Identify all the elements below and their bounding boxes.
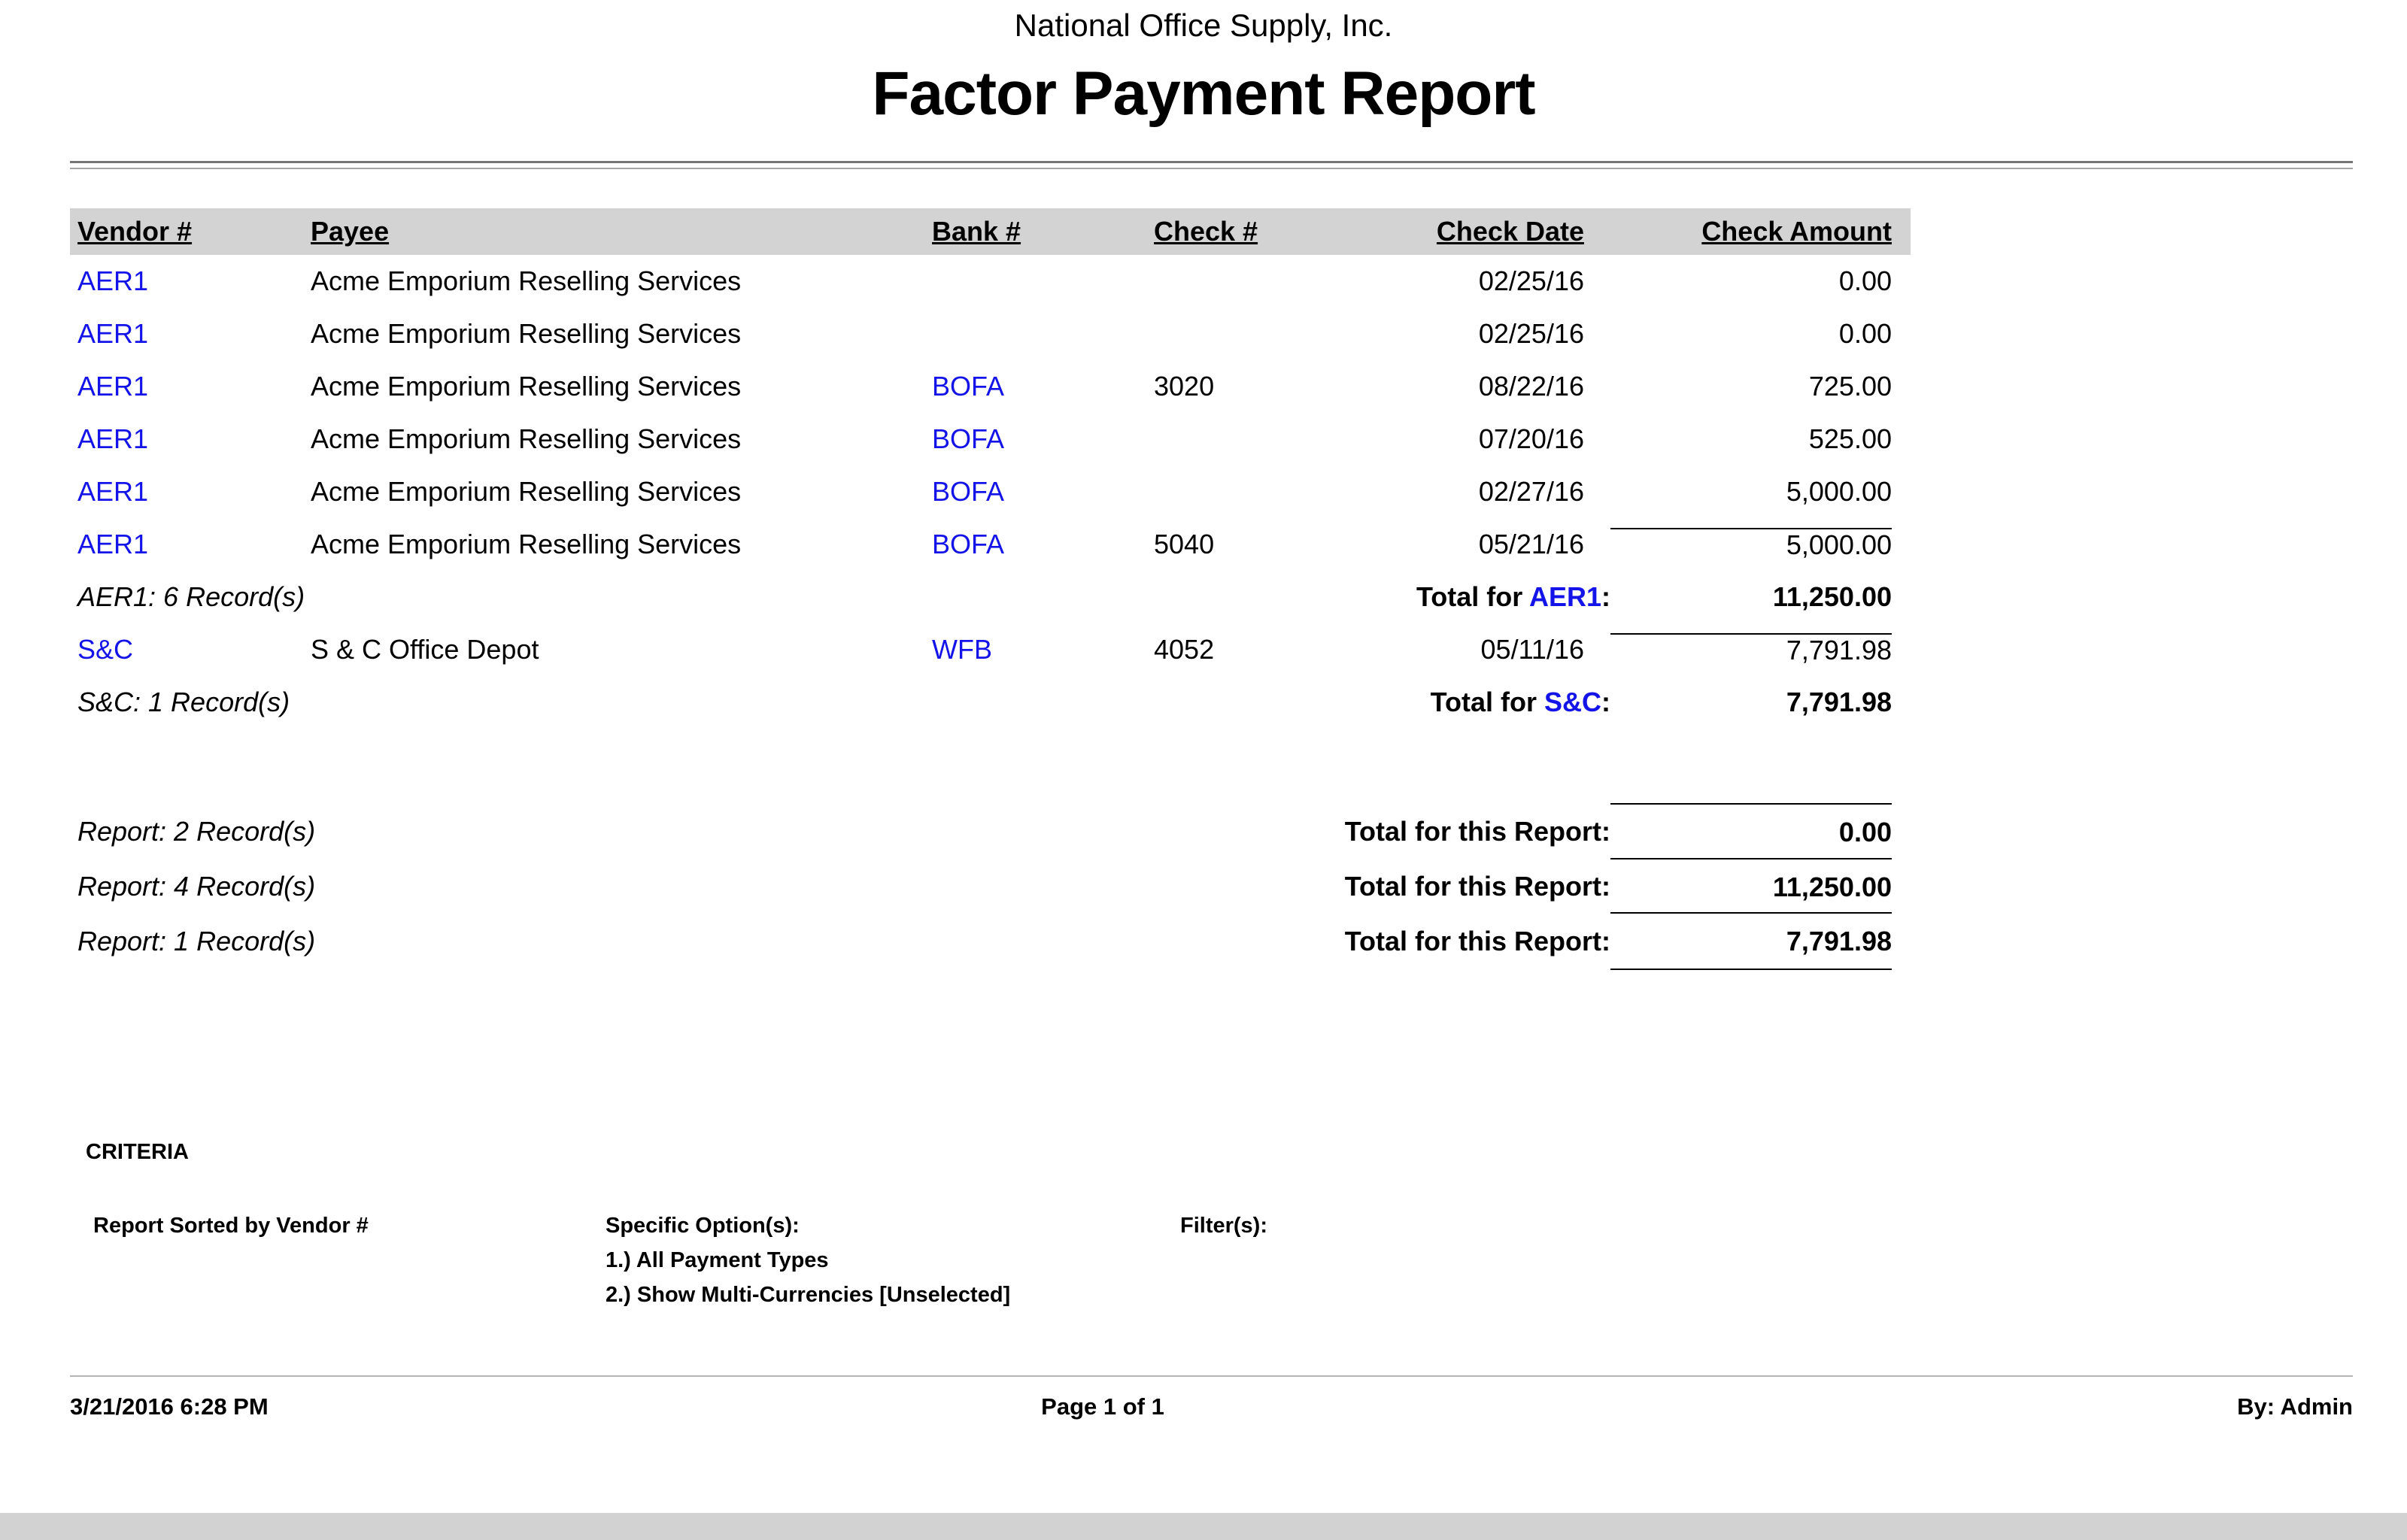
group-total-label: Total for AER1: <box>932 581 1610 613</box>
group-summary-row: AER1: 6 Record(s) Total for AER1: 11,250… <box>70 571 1911 623</box>
bank-code-link[interactable]: BOFA <box>932 476 1005 507</box>
report-total-row: Report: 2 Record(s) Total for this Repor… <box>70 803 1911 859</box>
check-amount: 725.00 <box>1808 371 1892 402</box>
bank-code-link[interactable]: WFB <box>932 634 992 665</box>
table-row: AER1 Acme Emporium Reselling Services BO… <box>70 360 1911 413</box>
check-date: 02/25/16 <box>1478 265 1584 296</box>
report-record-count: Report: 2 Record(s) <box>77 815 316 847</box>
table-row: AER1 Acme Emporium Reselling Services BO… <box>70 465 1911 518</box>
vendor-code-link[interactable]: AER1 <box>77 476 149 507</box>
report-record-count: Report: 4 Record(s) <box>77 870 316 902</box>
check-date: 02/25/16 <box>1478 318 1584 349</box>
report-total-amount: 7,791.98 <box>1610 912 1892 970</box>
footer-page-number: Page 1 of 1 <box>1041 1393 1164 1420</box>
company-name: National Office Supply, Inc. <box>1014 8 1393 43</box>
report-total-label: Total for this Report: <box>1344 870 1610 902</box>
total-for-text: Total for <box>1416 581 1529 612</box>
table-row: AER1 Acme Emporium Reselling Services BO… <box>70 413 1911 465</box>
header-payee: Payee <box>311 216 390 247</box>
report-total-amount: 11,250.00 <box>1610 858 1892 914</box>
check-amount: 525.00 <box>1808 423 1892 454</box>
group-total-label: Total for S&C: <box>932 687 1610 718</box>
check-amount: 5,000.00 <box>1610 528 1892 561</box>
header-bank: Bank # <box>932 216 1021 247</box>
criteria-option: 2.) Show Multi-Currencies [Unselected] <box>606 1283 1011 1307</box>
vendor-code-link[interactable]: AER1 <box>77 318 149 349</box>
check-amount: 0.00 <box>1838 265 1892 296</box>
report-total-amount: 0.00 <box>1610 803 1892 859</box>
criteria-sorted-by: Report Sorted by Vendor # <box>93 1214 369 1238</box>
criteria-option: 1.) All Payment Types <box>606 1248 829 1272</box>
criteria-options-label: Specific Option(s): <box>606 1214 800 1238</box>
check-amount: 7,791.98 <box>1610 633 1892 666</box>
criteria-filters-label: Filter(s): <box>1180 1214 1267 1238</box>
check-number: 3020 <box>1154 371 1215 402</box>
footer-by-user: By: Admin <box>2237 1393 2353 1420</box>
report-totals-section: Report: 2 Record(s) Total for this Repor… <box>70 803 1911 970</box>
report-table: Vendor # Payee Bank # Check # Check Date… <box>70 208 1911 970</box>
footer-datetime: 3/21/2016 6:28 PM <box>70 1393 269 1420</box>
report-total-label: Total for this Report: <box>1344 925 1610 956</box>
header-vendor: Vendor # <box>77 216 193 247</box>
table-header-row: Vendor # Payee Bank # Check # Check Date… <box>70 208 1911 255</box>
report-total-label: Total for this Report: <box>1344 815 1610 847</box>
check-date: 05/21/16 <box>1478 529 1584 559</box>
group-vendor-link[interactable]: AER1 <box>1528 581 1601 612</box>
table-row: AER1 Acme Emporium Reselling Services 02… <box>70 308 1911 360</box>
total-colon: : <box>1601 687 1610 717</box>
header-amount: Check Amount <box>1701 216 1892 247</box>
vendor-code-link[interactable]: AER1 <box>77 265 149 296</box>
check-number: 4052 <box>1154 634 1215 665</box>
group-total-amount: 7,791.98 <box>1786 687 1892 717</box>
footer: 3/21/2016 6:28 PM Page 1 of 1 By: Admin <box>70 1393 2353 1420</box>
total-for-text: Total for <box>1430 687 1544 717</box>
check-amount: 0.00 <box>1838 318 1892 349</box>
table-row: AER1 Acme Emporium Reselling Services BO… <box>70 518 1911 571</box>
criteria-options: Specific Option(s): 1.) All Payment Type… <box>606 1208 1180 1312</box>
check-amount: 5,000.00 <box>1786 476 1892 507</box>
payee-name: Acme Emporium Reselling Services <box>311 529 742 559</box>
table-row: AER1 Acme Emporium Reselling Services 02… <box>70 255 1911 308</box>
vendor-code-link[interactable]: AER1 <box>77 529 149 559</box>
total-colon: : <box>1601 581 1610 612</box>
report-total-row: Report: 4 Record(s) Total for this Repor… <box>70 858 1911 914</box>
payee-name: Acme Emporium Reselling Services <box>311 318 742 349</box>
group-summary-row: S&C: 1 Record(s) Total for S&C: 7,791.98 <box>70 676 1911 729</box>
report-title: Factor Payment Report <box>872 59 1535 128</box>
check-date: 08/22/16 <box>1478 371 1584 402</box>
footer-divider <box>70 1375 2353 1377</box>
vendor-code-link[interactable]: S&C <box>77 634 134 665</box>
group-vendor-link[interactable]: S&C <box>1543 687 1601 717</box>
vendor-code-link[interactable]: AER1 <box>77 423 149 454</box>
check-date: 07/20/16 <box>1478 423 1584 454</box>
bank-code-link[interactable]: BOFA <box>932 423 1005 454</box>
payee-name: Acme Emporium Reselling Services <box>311 371 742 402</box>
bank-code-link[interactable]: BOFA <box>932 371 1005 402</box>
payee-name: Acme Emporium Reselling Services <box>311 476 742 507</box>
check-number: 5040 <box>1154 529 1215 559</box>
check-date: 05/11/16 <box>1480 634 1584 665</box>
report-record-count: Report: 1 Record(s) <box>77 925 316 956</box>
group-record-count: AER1: 6 Record(s) <box>77 581 305 612</box>
report-total-row: Report: 1 Record(s) Total for this Repor… <box>70 912 1911 970</box>
criteria-section: Report Sorted by Vendor # Specific Optio… <box>93 1208 2407 1312</box>
window-bottom-strip <box>0 1513 2407 1540</box>
payee-name: S & C Office Depot <box>311 634 539 665</box>
payee-name: Acme Emporium Reselling Services <box>311 265 742 296</box>
header-date: Check Date <box>1436 216 1584 247</box>
title-divider <box>70 161 2353 169</box>
check-date: 02/27/16 <box>1478 476 1584 507</box>
payee-name: Acme Emporium Reselling Services <box>311 423 742 454</box>
table-row: S&C S & C Office Depot WFB 4052 05/11/16… <box>70 623 1911 676</box>
group-total-amount: 11,250.00 <box>1772 581 1892 612</box>
header-check: Check # <box>1154 216 1258 247</box>
group-record-count: S&C: 1 Record(s) <box>77 687 290 717</box>
criteria-heading: CRITERIA <box>86 1140 189 1164</box>
vendor-code-link[interactable]: AER1 <box>77 371 149 402</box>
bank-code-link[interactable]: BOFA <box>932 529 1005 559</box>
